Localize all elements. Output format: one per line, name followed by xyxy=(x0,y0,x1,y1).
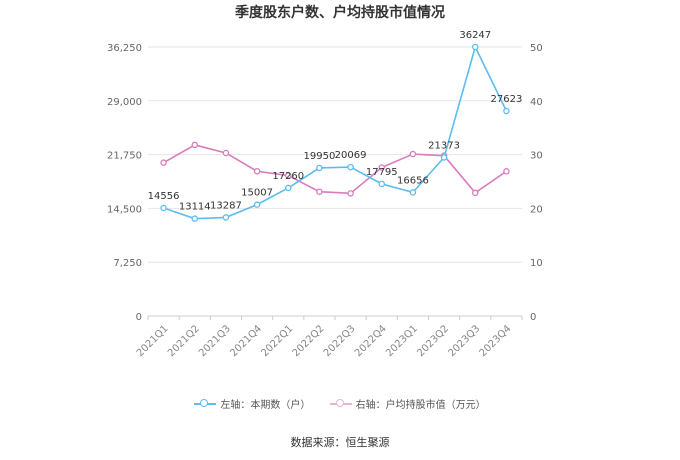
data-label: 16656 xyxy=(397,175,429,186)
x-axis-tick-label: 2023Q1 xyxy=(384,323,420,359)
right-axis-tick-label: 30 xyxy=(530,151,543,162)
legend: 左轴：本期数（户） 右轴：户均持股市值（万元） xyxy=(0,396,680,413)
series-point-0 xyxy=(347,163,354,171)
legend-item-market-value[interactable]: 右轴：户均持股市值（万元） xyxy=(329,396,486,411)
series-point-0 xyxy=(378,180,385,188)
series-point-1 xyxy=(347,190,354,197)
data-label: 14556 xyxy=(148,191,180,202)
series-point-1 xyxy=(471,189,479,197)
data-label: 27623 xyxy=(491,94,523,105)
left-axis-tick-label: 29,000 xyxy=(107,97,142,108)
data-label: 36247 xyxy=(459,30,491,41)
x-axis-tick-label: 2022Q2 xyxy=(291,323,327,359)
series-point-1 xyxy=(160,159,167,166)
x-axis-tick-label: 2022Q3 xyxy=(322,323,358,359)
data-label: 20069 xyxy=(335,150,367,161)
series-point-1 xyxy=(284,172,292,179)
x-axis-tick-label: 2023Q4 xyxy=(478,323,514,359)
series-point-0 xyxy=(253,201,261,208)
series-point-0 xyxy=(409,189,417,196)
left-axis-tick-label: 0 xyxy=(136,312,142,323)
data-label: 13114 xyxy=(179,202,211,213)
right-axis-tick-label: 50 xyxy=(530,43,543,54)
left-axis-tick-label: 14,500 xyxy=(107,204,142,215)
x-axis-tick-label: 2021Q3 xyxy=(197,323,233,359)
series-point-0 xyxy=(222,214,230,221)
data-label: 21373 xyxy=(428,140,460,151)
legend-label-households: 左轴：本期数（户） xyxy=(220,400,311,411)
data-label: 13287 xyxy=(210,200,242,211)
series-layer xyxy=(160,43,510,222)
series-point-1 xyxy=(222,149,230,157)
series-point-0 xyxy=(191,215,198,222)
x-axis-tick-label: 2021Q4 xyxy=(228,323,264,359)
x-axis-tick-label: 2023Q3 xyxy=(446,323,482,359)
series-point-1 xyxy=(316,188,323,195)
series-point-0 xyxy=(160,204,167,212)
data-label: 17795 xyxy=(366,167,398,178)
right-axis-tick-label: 0 xyxy=(530,312,536,323)
x-axis-tick-label: 2021Q2 xyxy=(166,323,202,359)
series-point-1 xyxy=(191,141,198,149)
series-line-0 xyxy=(163,44,508,220)
left-axis-tick-label: 21,750 xyxy=(107,151,142,162)
series-point-0 xyxy=(284,184,292,192)
series-point-1 xyxy=(378,164,385,171)
x-axis-tick-label: 2021Q1 xyxy=(135,323,171,359)
legend-line-icon xyxy=(194,398,217,410)
legend-item-households[interactable]: 左轴：本期数（户） xyxy=(194,396,310,411)
source-note: 数据来源：恒生聚源 xyxy=(290,436,390,449)
right-axis-tick-label: 40 xyxy=(530,97,543,108)
right-axis-tick-label: 20 xyxy=(530,204,543,215)
series-line-1 xyxy=(163,144,507,195)
left-axis-tick-label: 36,250 xyxy=(107,43,142,54)
right-axis-tick-label: 10 xyxy=(530,258,543,269)
x-axis-tick-label: 2022Q4 xyxy=(353,323,389,359)
x-axis-tick-label: 2022Q1 xyxy=(259,323,295,359)
series-point-1 xyxy=(253,168,261,175)
series-point-0 xyxy=(440,154,448,161)
chart-title: 季度股东户数、户均持股市值情况 xyxy=(235,5,445,21)
series-point-0 xyxy=(316,164,323,172)
series-point-0 xyxy=(471,43,479,51)
series-point-1 xyxy=(503,168,510,175)
data-label: 15007 xyxy=(241,188,273,199)
series-point-1 xyxy=(409,150,417,158)
left-axis-tick-label: 7,250 xyxy=(113,258,142,269)
data-label: 19950 xyxy=(304,151,336,162)
series-point-0 xyxy=(503,107,510,115)
data-label: 17260 xyxy=(272,171,304,182)
legend-line-icon xyxy=(329,398,352,410)
x-axis-tick-label: 2023Q2 xyxy=(415,323,451,359)
legend-label-market-value: 右轴：户均持股市值（万元） xyxy=(355,400,486,411)
